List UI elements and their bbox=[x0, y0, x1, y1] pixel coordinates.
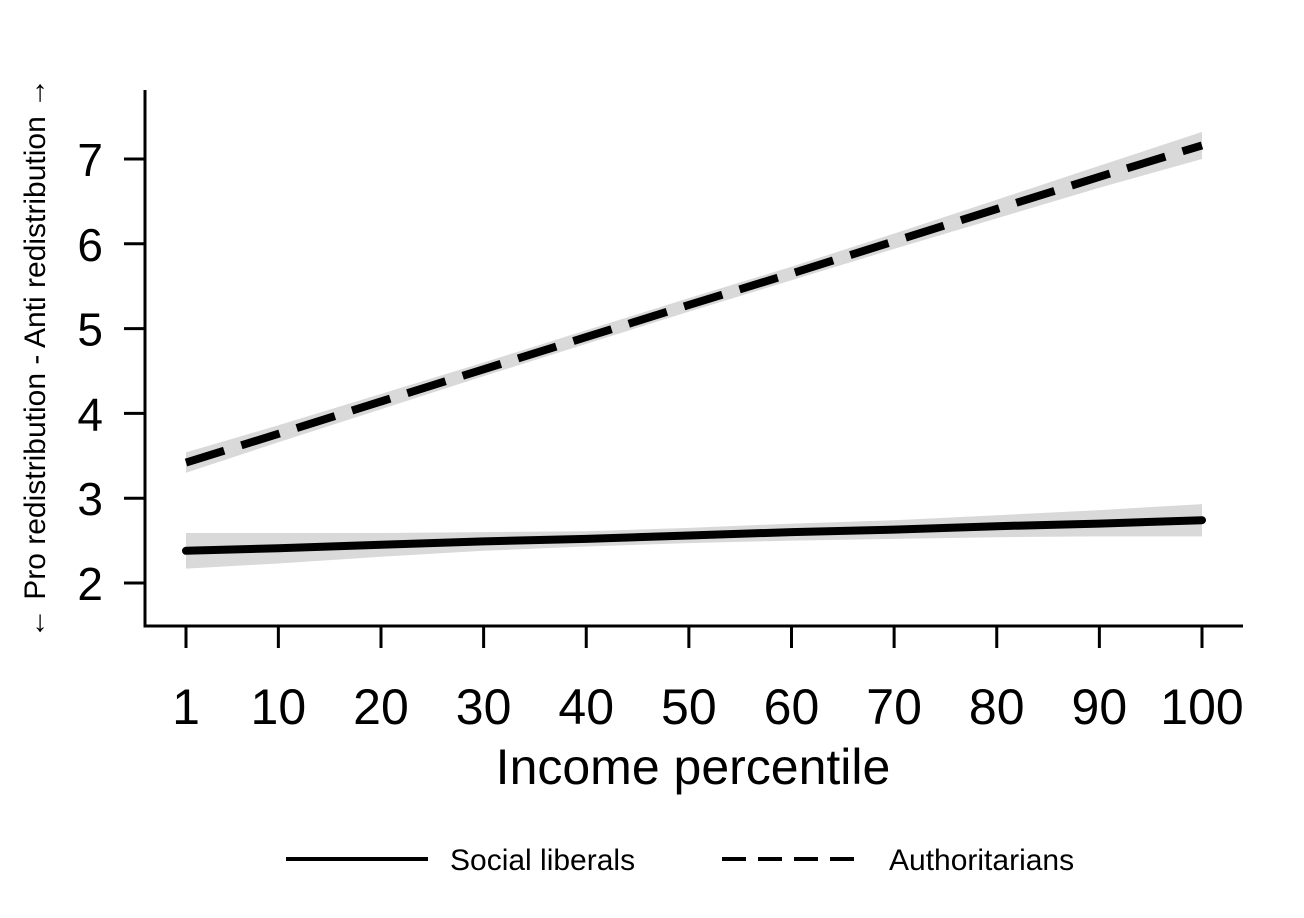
y-tick-label-6: 6 bbox=[77, 219, 103, 271]
x-tick-label-80: 80 bbox=[969, 679, 1025, 735]
y-axis-title: ← Pro redistribution - Anti redistributi… bbox=[19, 78, 52, 638]
legend: Social liberals Authoritarians bbox=[286, 844, 1074, 877]
y-tick-label-4: 4 bbox=[77, 388, 103, 440]
axes bbox=[143, 90, 1243, 628]
legend-label-authoritarians: Authoritarians bbox=[889, 844, 1074, 877]
legend-label-social-liberals: Social liberals bbox=[450, 844, 635, 877]
x-tick-label-50: 50 bbox=[661, 679, 717, 735]
y-tick-label-5: 5 bbox=[77, 304, 103, 356]
x-tick-label-40: 40 bbox=[558, 679, 614, 735]
x-ticks: 1 10 20 30 40 50 60 70 80 90 100 bbox=[172, 626, 1244, 735]
series-lines bbox=[182, 141, 1206, 555]
series-line-authoritarians bbox=[184, 141, 1204, 467]
x-tick-label-70: 70 bbox=[866, 679, 922, 735]
y-ticks: 2 3 4 5 6 7 bbox=[77, 134, 145, 610]
x-tick-label-1: 1 bbox=[172, 679, 200, 735]
y-tick-label-7: 7 bbox=[77, 134, 103, 186]
x-tick-label-60: 60 bbox=[764, 679, 820, 735]
x-axis-title: Income percentile bbox=[496, 739, 891, 795]
x-tick-label-100: 100 bbox=[1160, 679, 1243, 735]
series-line-social-liberals bbox=[182, 516, 1206, 555]
y-tick-label-3: 3 bbox=[77, 473, 103, 525]
x-tick-label-10: 10 bbox=[251, 679, 307, 735]
x-tick-label-20: 20 bbox=[353, 679, 409, 735]
x-tick-label-30: 30 bbox=[456, 679, 512, 735]
confidence-bands bbox=[186, 131, 1202, 569]
y-tick-label-2: 2 bbox=[77, 558, 103, 610]
x-tick-label-90: 90 bbox=[1072, 679, 1128, 735]
